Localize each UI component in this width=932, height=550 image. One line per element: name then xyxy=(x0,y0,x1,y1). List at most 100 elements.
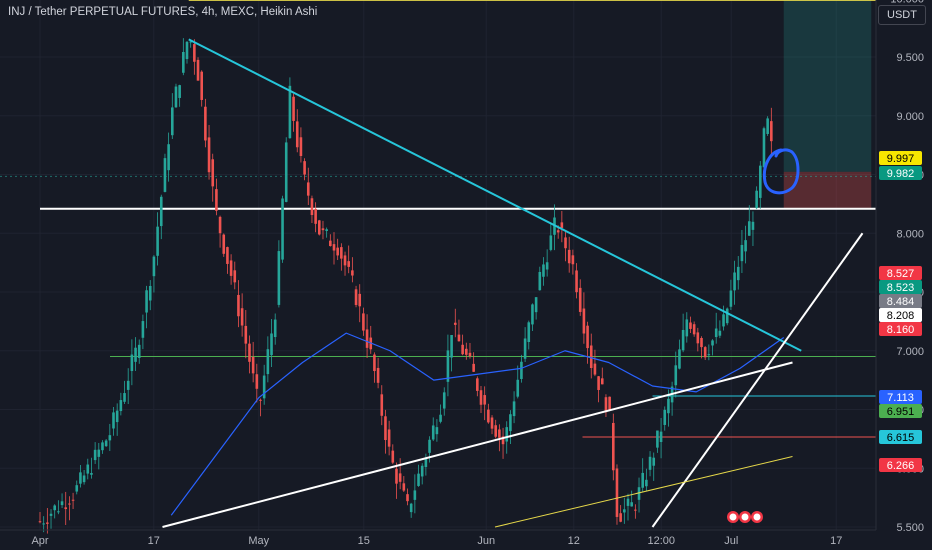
candle-body xyxy=(112,412,115,429)
candle-body xyxy=(332,244,336,251)
price-tag-label: 6.615 xyxy=(887,432,915,444)
candle-body xyxy=(509,414,512,432)
candle-body xyxy=(700,337,703,348)
candle-body xyxy=(115,410,119,423)
candle-body xyxy=(593,363,597,375)
candle-body xyxy=(347,261,350,267)
candle-body xyxy=(395,468,398,484)
candle-body xyxy=(725,308,729,324)
candle-body xyxy=(248,343,251,362)
candle-body xyxy=(358,293,362,307)
candle-body xyxy=(251,356,255,374)
candle-body xyxy=(641,472,644,488)
candle-body xyxy=(46,522,49,524)
candle-body xyxy=(626,498,630,506)
candle-body xyxy=(465,348,468,355)
candle-body xyxy=(406,494,409,502)
candle-body xyxy=(373,354,376,372)
horizontal-levels xyxy=(0,0,876,438)
candle-body xyxy=(108,435,112,441)
price-tag xyxy=(879,166,922,180)
candle-body xyxy=(678,349,681,369)
candle-body xyxy=(90,473,93,475)
candle-body xyxy=(134,347,137,362)
trendline-descending-resistance[interactable] xyxy=(188,38,802,352)
price-tag-label: 8.208 xyxy=(887,310,915,322)
candle-body xyxy=(292,96,295,121)
candle-body xyxy=(68,503,71,505)
candle-body xyxy=(575,270,578,293)
candle-body xyxy=(770,121,773,142)
y-tick-label: 10.000 xyxy=(890,0,924,5)
candle-body xyxy=(567,249,571,264)
trendlines xyxy=(162,38,864,528)
time-axis[interactable]: Apr 17 May 15 Jun 12 12:00 Jul 17 xyxy=(31,535,842,547)
candle-body xyxy=(171,107,174,136)
candle-body xyxy=(64,507,68,510)
candle-body xyxy=(321,228,325,231)
candle-body xyxy=(755,190,758,209)
candle-body xyxy=(637,487,641,500)
price-tag xyxy=(879,458,922,472)
currency-button[interactable]: USDT xyxy=(878,5,926,25)
candle-body xyxy=(362,313,365,331)
candle-body xyxy=(740,244,744,262)
candle-body xyxy=(494,425,497,437)
candle-body xyxy=(751,221,755,230)
trendline-ascending-support[interactable] xyxy=(162,361,793,528)
profit-zone xyxy=(783,0,872,172)
candle-body xyxy=(656,430,659,448)
price-tag xyxy=(879,430,922,444)
candle-body xyxy=(586,325,589,349)
candle-body xyxy=(578,287,582,312)
x-tick-label: 17 xyxy=(148,535,160,547)
candle-body xyxy=(762,128,766,168)
candle-body xyxy=(38,521,42,523)
candle-body xyxy=(487,409,490,423)
candle-body xyxy=(689,322,692,329)
candle-body xyxy=(549,235,553,250)
candle-body xyxy=(314,208,317,224)
candle-body xyxy=(747,221,751,236)
candle-body xyxy=(240,308,244,326)
candle-body xyxy=(630,502,633,507)
candle-body xyxy=(696,332,700,344)
price-tag xyxy=(879,280,922,294)
candle-body xyxy=(207,137,211,173)
candle-body xyxy=(729,290,733,307)
candle-body xyxy=(391,450,395,463)
candle-body xyxy=(439,414,442,422)
candle-body xyxy=(262,375,266,399)
candle-body xyxy=(174,86,178,108)
candle-body xyxy=(612,422,615,471)
candle-body xyxy=(255,374,259,389)
candle-body xyxy=(564,237,567,249)
candle-body xyxy=(608,396,611,410)
trendline-lower-channel[interactable] xyxy=(494,456,793,528)
candle-body xyxy=(766,118,769,134)
x-tick-label: Jul xyxy=(724,535,738,547)
candle-body xyxy=(281,198,284,260)
candle-body xyxy=(148,285,152,301)
candle-body xyxy=(82,475,86,483)
price-tag-label: 9.997 xyxy=(887,153,915,165)
candle-body xyxy=(744,240,747,252)
candle-body xyxy=(42,523,45,525)
candle-body xyxy=(545,262,549,270)
candle-body xyxy=(380,394,384,416)
candle-body xyxy=(623,509,626,513)
trendline-breakout-line[interactable] xyxy=(651,232,864,528)
candle-body xyxy=(163,158,167,192)
candle-body xyxy=(736,266,740,281)
candle-body xyxy=(376,367,380,383)
candle-body xyxy=(343,255,347,266)
price-tag-label: 8.527 xyxy=(887,268,915,280)
candle-body xyxy=(152,256,156,277)
annotations xyxy=(727,148,800,523)
candle-body xyxy=(428,439,431,453)
candle-body xyxy=(707,354,711,356)
candle-body xyxy=(634,509,637,511)
candle-body xyxy=(527,322,531,342)
